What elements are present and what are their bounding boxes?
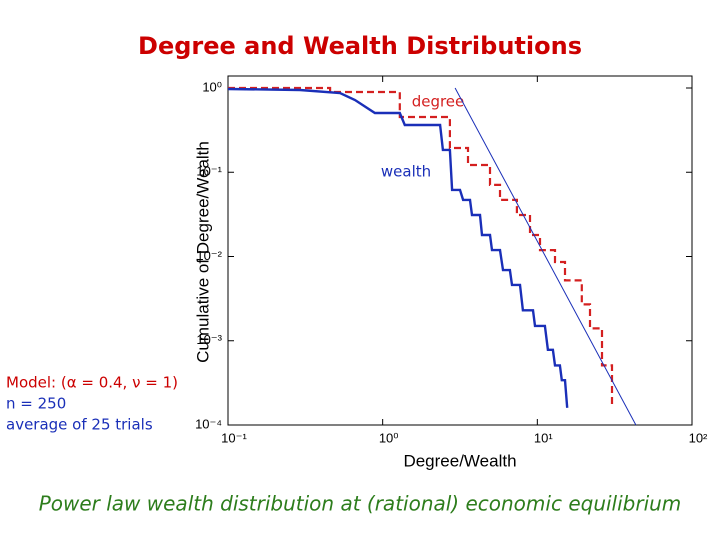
x-axis-label: Degree/Wealth	[403, 451, 516, 470]
x-tick-label: 10²	[689, 430, 708, 445]
x-tick-label: 10⁻¹	[221, 430, 247, 445]
x-tick-label: 10⁰	[379, 430, 399, 445]
y-axis-label: Cumulative of Degree/Wealth	[193, 141, 212, 363]
annotation: Model: (α = 0.4, ν = 1)	[6, 374, 178, 392]
y-tick-label: 10⁻²	[196, 248, 222, 263]
series-line	[228, 86, 614, 408]
annotation: average of 25 trials	[6, 416, 153, 434]
series-label: degree	[412, 93, 465, 111]
y-tick-label: 10⁻³	[196, 332, 222, 347]
plot-frame	[227, 75, 693, 426]
series-line	[454, 87, 637, 426]
caption: Power law wealth distribution at (ration…	[39, 492, 682, 516]
slide-title: Degree and Wealth Distributions	[138, 32, 582, 60]
x-tick-label: 10¹	[534, 430, 553, 445]
y-tick-label: 10⁻⁴	[195, 416, 222, 431]
y-tick-label: 10⁻¹	[196, 164, 222, 179]
series-line	[227, 87, 569, 408]
y-tick-label: 10⁰	[202, 79, 222, 94]
series-label: wealth	[381, 163, 431, 181]
annotation: n = 250	[6, 395, 66, 413]
